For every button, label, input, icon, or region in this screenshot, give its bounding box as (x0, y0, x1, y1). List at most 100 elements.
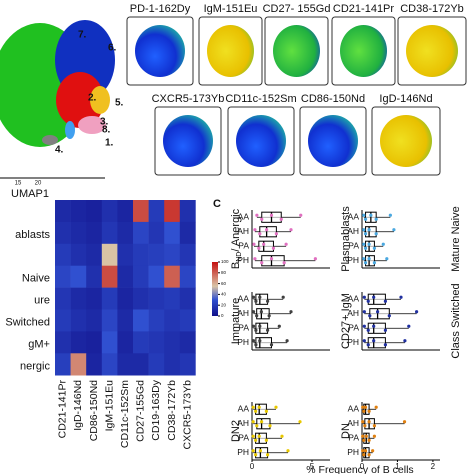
box-stat-dot (366, 343, 370, 347)
category-label: PA (348, 241, 359, 251)
row-label: ablasts (15, 229, 50, 241)
cluster-blob (78, 116, 106, 134)
heatmap-cell (179, 309, 196, 332)
box-stat-dot (313, 257, 317, 261)
box (256, 418, 271, 430)
box-stat-dot (257, 246, 261, 250)
heatmap-cell (148, 331, 165, 354)
column-label: CD27-155Gd (135, 380, 147, 442)
marker-title: IgM-151Eu (204, 3, 258, 15)
box-stat-dot (362, 257, 366, 261)
box-stat-dot (363, 246, 368, 250)
cluster-blob (56, 72, 104, 128)
cluster-label: 2. (88, 93, 97, 104)
box-stat-dot (251, 434, 255, 438)
heatmap-cell (86, 265, 103, 288)
box-stat-dot (258, 339, 262, 343)
heatmap-cell (55, 287, 71, 310)
box-stat-dot (253, 228, 257, 232)
box-stat-dot (251, 339, 256, 343)
heatmap-cell (70, 287, 87, 310)
box-stat-dot (285, 339, 289, 343)
box-stat-dot (372, 424, 377, 428)
y-axis-label-part: DN2 (230, 420, 242, 442)
heatmap-cell (148, 309, 165, 332)
box-stat-dot (259, 310, 263, 314)
category-label: AH (237, 418, 249, 428)
category-label: PA (238, 323, 249, 333)
box-stat-dot (277, 324, 281, 328)
box (367, 337, 386, 349)
box-stat-dot (362, 438, 366, 442)
category-label: AH (237, 308, 249, 318)
box-stat-dot (385, 257, 389, 261)
box-stat-dot (260, 217, 264, 221)
heatmap-cell (133, 265, 149, 288)
box (255, 337, 272, 349)
box-stat-dot (253, 257, 257, 261)
box-stat-dot (383, 328, 387, 332)
category-label: PA (238, 433, 249, 443)
colorbar-tick-label: 0 (221, 313, 224, 318)
cluster-label: 8. (102, 125, 111, 136)
y-axis-label: DN (340, 423, 352, 439)
category-label: PH (237, 337, 249, 347)
box-stat-dot (254, 299, 258, 303)
y-axis-label: Plasmablasts (340, 206, 352, 272)
box-stat-dot (399, 295, 403, 299)
box-stat-dot (362, 324, 366, 328)
category-label: PH (237, 255, 249, 265)
box-stat-dot (286, 449, 290, 453)
heatmap-cell (179, 221, 196, 245)
category-label: PH (347, 255, 359, 265)
box-stat-dot (280, 434, 284, 438)
heatmap-cell (70, 200, 87, 223)
y-axis-label-part: Class Switched (450, 283, 462, 358)
box (367, 293, 386, 305)
category-label: AH (237, 226, 249, 236)
box-stat-dot (362, 310, 366, 314)
box-stat-dot (363, 405, 368, 409)
heatmap-cell (117, 243, 134, 266)
box-stat-dot (251, 295, 256, 299)
box-stat-dot (258, 449, 262, 453)
category-label: PH (347, 447, 359, 457)
box-stat-dot (392, 228, 396, 232)
box-stat-dot (388, 213, 392, 217)
colorbar (212, 262, 218, 316)
box-stat-dot (266, 328, 270, 332)
box-stat-dot (367, 409, 371, 413)
box-stat-dot (279, 217, 283, 221)
heatmap-cell (117, 265, 134, 288)
marker-map (273, 25, 320, 77)
y-axis-label: Immature (230, 298, 242, 344)
box (369, 308, 390, 320)
box (365, 226, 377, 238)
box-stat-dot (269, 213, 274, 217)
marker-title: CD38-172Yb (400, 3, 464, 15)
y-axis-label: BND/ Anergic (230, 208, 243, 269)
box-stat-dot (362, 339, 366, 343)
box-stat-dot (289, 310, 293, 314)
category-label: PA (238, 241, 249, 251)
heatmap-cell (117, 221, 134, 245)
heatmap-cell (55, 353, 71, 376)
heatmap-cell (133, 287, 149, 310)
box (255, 447, 269, 459)
box-stat-dot (374, 232, 378, 236)
heatmap-cell (179, 265, 196, 288)
y-axis-label-part: Mature Naive (450, 206, 462, 271)
box-stat-dot (265, 228, 269, 232)
box (363, 447, 370, 459)
heatmap-cell (117, 309, 134, 332)
heatmap-cell (164, 265, 181, 288)
row-label: nergic (20, 360, 50, 372)
heatmap-cell (101, 353, 118, 376)
heatmap-cell (86, 331, 103, 354)
marker-title: CD86-150Nd (301, 93, 365, 105)
box-stat-dot (255, 424, 259, 428)
heatmap-cell (164, 353, 181, 376)
heatmap-cell (101, 331, 118, 354)
x-tick-label: 5 (310, 462, 315, 471)
